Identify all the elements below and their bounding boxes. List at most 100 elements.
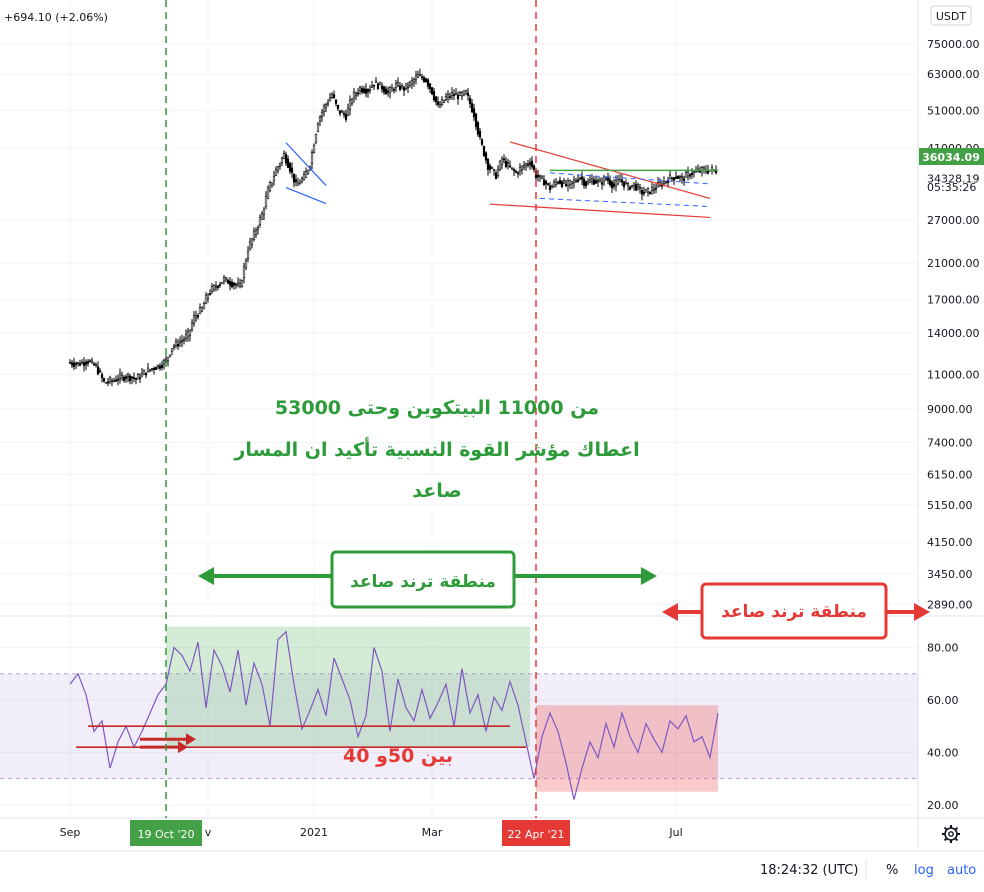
- candle-body: [362, 88, 366, 93]
- start-marker-badge: [130, 820, 202, 846]
- candle-body: [408, 81, 412, 86]
- candle-body: [160, 364, 164, 368]
- percent-toggle[interactable]: %: [886, 863, 898, 878]
- candle-body: [152, 367, 156, 370]
- candle-body: [450, 92, 454, 96]
- time-tick-label: Mar: [422, 826, 443, 839]
- candle-body: [354, 93, 358, 96]
- candle-body: [302, 174, 306, 181]
- candle-body: [260, 213, 264, 220]
- candle-body: [392, 88, 396, 91]
- candle-body: [500, 158, 504, 165]
- rsi-line: [69, 630, 719, 800]
- candle-body: [72, 362, 76, 367]
- price-tick-label: 21000.00: [927, 257, 980, 270]
- candle-body: [434, 96, 438, 103]
- annotation-line-3: صاعد: [412, 480, 461, 502]
- candle-body: [400, 85, 404, 88]
- candle-body: [88, 360, 92, 363]
- time-tick-label: Sep: [60, 826, 81, 839]
- axis-ticks: 75000.0063000.0051000.0041000.0034328.19…: [60, 38, 980, 839]
- candle-body: [292, 173, 296, 183]
- price-tick-label: 3450.00: [927, 568, 973, 581]
- candle-body: [156, 364, 160, 368]
- candle-body: [242, 265, 246, 278]
- rsi-green-zone: [166, 626, 530, 748]
- candle-body: [692, 170, 696, 174]
- candle-body: [294, 179, 298, 182]
- candle-body: [146, 367, 150, 373]
- candle-body: [590, 178, 594, 182]
- candle-body: [508, 165, 512, 168]
- candle-body: [686, 171, 690, 177]
- candle-body: [390, 87, 394, 92]
- candle-body: [602, 176, 606, 182]
- candle-body: [268, 182, 272, 192]
- log-toggle[interactable]: log: [914, 863, 934, 878]
- candle-body: [490, 167, 494, 169]
- candle-body: [504, 160, 508, 167]
- candle-body: [218, 284, 222, 286]
- settings-gear-icon[interactable]: [942, 825, 960, 843]
- candle-body: [350, 99, 354, 104]
- candle-body: [384, 88, 388, 95]
- candle-body: [688, 174, 692, 177]
- status-time[interactable]: 18:24:32 (UTC): [760, 863, 858, 878]
- candle-body: [678, 176, 682, 178]
- candle-body: [186, 331, 190, 338]
- currency-label[interactable]: USDT: [936, 10, 967, 23]
- candle-body: [606, 177, 610, 181]
- candle-body: [586, 181, 590, 185]
- price-tick-label: 7400.00: [927, 437, 973, 450]
- candle-body: [300, 178, 304, 182]
- candle-body: [682, 178, 686, 181]
- candle-body: [68, 362, 72, 364]
- candle-body: [96, 366, 100, 375]
- trendline-blue: [285, 142, 327, 186]
- candle-body: [428, 83, 432, 90]
- bar-countdown: 05:35:26: [927, 181, 976, 194]
- candle-body: [176, 344, 180, 347]
- candle-body: [290, 167, 294, 173]
- candle-body: [194, 315, 198, 318]
- candle-body: [656, 182, 660, 188]
- candle-body: [610, 181, 614, 188]
- candle-body: [662, 181, 666, 184]
- candle-body: [488, 165, 492, 170]
- candle-body: [568, 180, 572, 185]
- candle-body: [262, 208, 266, 215]
- candle-body: [414, 75, 418, 81]
- candle-body: [624, 182, 628, 185]
- time-tick-label: 2021: [300, 826, 328, 839]
- candle-body: [402, 87, 406, 91]
- candle-body: [542, 179, 546, 186]
- rsi-tick-label: 40.00: [927, 746, 959, 759]
- price-tick-label: 17000.00: [927, 294, 980, 307]
- candle-body: [484, 152, 488, 161]
- candle-body: [628, 186, 632, 190]
- candle-body: [126, 373, 130, 377]
- candle-body: [594, 180, 598, 184]
- candle-body: [522, 165, 526, 168]
- candle-body: [248, 241, 252, 250]
- candle-body: [614, 180, 618, 187]
- candle-body: [550, 185, 554, 189]
- candle-body: [638, 186, 642, 189]
- annotation-line-1: من 11000 البيتكوين وحتى 53000: [275, 397, 599, 419]
- price-tick-label: 51000.00: [927, 105, 980, 118]
- candle-body: [622, 181, 626, 188]
- currency-button[interactable]: USDT: [930, 5, 972, 26]
- candle-body: [286, 158, 290, 168]
- price-change-text: +694.10 (+2.06%): [4, 11, 108, 24]
- candle-body: [636, 184, 640, 187]
- candle-body: [214, 286, 218, 289]
- candle-body: [430, 87, 434, 95]
- candle-body: [310, 152, 314, 164]
- candle-body: [502, 158, 506, 161]
- candle-body: [448, 96, 452, 98]
- candle-body: [670, 177, 674, 180]
- auto-toggle[interactable]: auto: [947, 863, 976, 878]
- candle-body: [646, 188, 650, 193]
- candle-body: [206, 294, 210, 299]
